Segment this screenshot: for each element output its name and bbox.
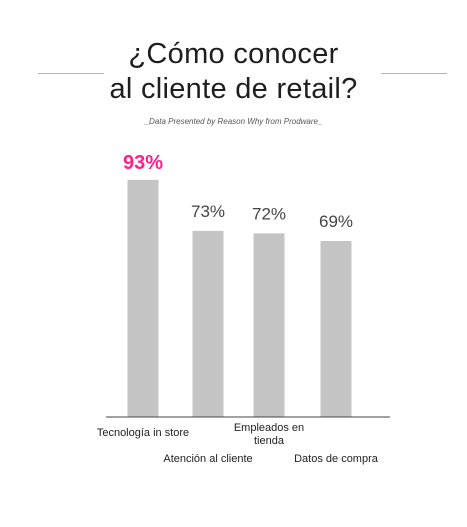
bar-2 — [192, 230, 224, 417]
chart-title-line-1: ¿Cómo conocer — [128, 38, 339, 70]
bar-1 — [127, 179, 159, 417]
category-label-1: Tecnología in store — [97, 427, 189, 439]
value-label-4: 69% — [319, 212, 353, 231]
chart-subtitle: _Data Presented by Reason Why from Prodw… — [144, 117, 323, 126]
accent-line-right — [381, 73, 447, 74]
value-label-3: 72% — [252, 204, 286, 223]
value-label-1: 93% — [123, 152, 163, 174]
category-label-3: Empleados en tienda — [234, 422, 304, 447]
value-label-2: 73% — [191, 202, 225, 221]
category-label-2: Atención al cliente — [163, 453, 252, 465]
category-label-4: Datos de compra — [294, 453, 379, 465]
accent-line-left — [38, 73, 104, 74]
chart-title-line-2: al cliente de retail? — [109, 73, 358, 105]
bar-4 — [320, 241, 352, 417]
bar-3 — [253, 233, 285, 417]
